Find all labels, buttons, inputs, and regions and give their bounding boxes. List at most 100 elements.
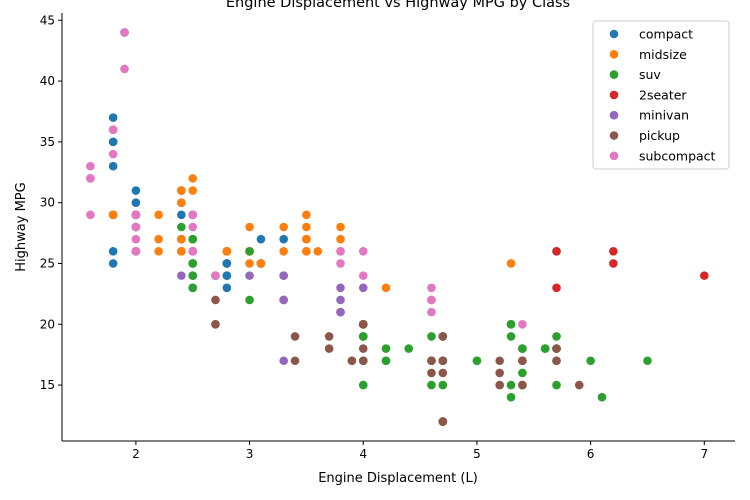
data-point [381,283,391,293]
legend-items: compact midsize suv 2seater minivan pickup sub… [609,27,716,163]
data-point [245,222,254,232]
data-point [518,356,527,366]
data-point [188,234,198,244]
data-point [518,319,527,329]
data-point [609,259,618,268]
data-point [177,198,186,207]
x-tick-label: 6 [587,447,595,461]
data-point [222,247,232,256]
data-point [108,125,118,135]
data-point [279,247,288,256]
data-point [427,356,436,366]
data-point [108,247,118,256]
series-minivan [177,271,368,366]
x-tick-label: 2 [132,447,140,461]
series-pickup [211,295,584,426]
data-point [358,356,368,366]
data-point [188,271,198,280]
data-point [506,392,516,402]
legend-marker-compact [609,29,619,39]
legend-marker-pickup [609,131,619,140]
data-point [302,210,311,220]
data-point [108,259,118,268]
data-point [188,210,198,220]
legend-label-minivan: minivan [639,108,689,123]
data-point [131,186,141,195]
data-point [324,332,334,341]
data-point [108,149,118,159]
data-point [131,234,141,244]
data-point [245,259,254,268]
y-tick-label: 20 [40,317,55,331]
data-point [86,174,95,183]
data-point [313,247,323,256]
data-point [552,332,561,341]
data-point [427,307,436,317]
chart-title: Engine Displacement vs Highway MPG by Cl… [226,0,570,11]
data-point [120,64,129,74]
data-point [540,344,550,353]
data-point [188,174,198,183]
data-point [177,210,186,220]
data-point [358,319,368,329]
data-point [222,259,232,268]
data-point [302,247,311,256]
data-point [336,247,345,256]
series-midsize [108,174,516,293]
data-point [358,332,368,341]
data-point [427,368,436,378]
data-point [222,271,232,280]
legend-label-2seater: 2seater [639,87,687,102]
data-point [347,356,357,366]
y-tick-label: 35 [40,135,55,149]
data-point [438,332,448,341]
data-point [188,283,198,293]
data-point [438,417,448,426]
data-point [256,234,266,244]
x-tick-label: 5 [473,447,481,461]
data-point [427,332,436,341]
data-point [336,234,345,244]
data-point [506,380,516,390]
data-point [177,222,186,232]
legend-marker-minivan [609,110,619,120]
data-point [245,271,254,280]
data-point [438,356,448,366]
legend-label-suv: suv [639,67,661,82]
data-point [381,356,391,366]
data-point [279,222,288,232]
data-point [609,247,618,256]
data-point [279,234,288,244]
data-point [131,210,141,220]
data-point [279,271,288,280]
data-point [427,283,436,293]
data-point [177,271,186,280]
data-point [506,332,516,341]
data-point [552,356,561,366]
data-point [336,259,345,268]
data-point [177,186,186,195]
data-points [86,28,709,426]
axes [61,13,735,442]
data-point [381,344,391,353]
data-point [404,344,414,353]
legend-label-pickup: pickup [639,128,680,143]
data-point [506,319,516,329]
data-point [154,247,163,256]
data-point [574,380,584,390]
data-point [358,271,368,280]
data-point [552,283,561,293]
data-point [211,295,220,305]
data-point [506,259,516,268]
data-point [438,368,448,378]
data-point [552,344,561,353]
data-point [302,222,311,232]
data-point [290,332,300,341]
series-suv [177,222,652,426]
data-point [86,210,95,220]
y-tick-label: 30 [40,196,55,210]
data-point [552,380,561,390]
data-point [427,380,436,390]
data-point [552,247,561,256]
data-point [131,222,141,232]
